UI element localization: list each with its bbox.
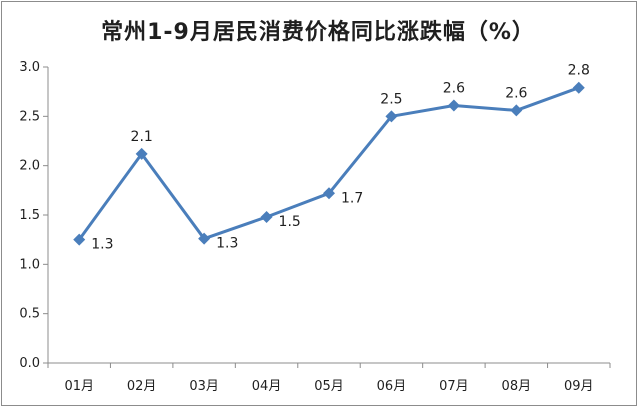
data-point [260,210,273,223]
data-label: 1.7 [341,190,363,206]
data-label: 2.1 [131,129,153,145]
data-point [135,147,148,160]
x-tick-label: 05月 [314,379,344,394]
x-tick-label: 09月 [564,379,594,394]
y-tick-label: 0.5 [19,307,40,322]
data-point [447,99,460,112]
data-point [73,233,86,246]
data-label: 2.8 [568,63,590,79]
y-tick-label: 3.0 [19,60,40,75]
x-tick-label: 01月 [64,379,94,394]
series-line [78,86,580,241]
data-label: 2.5 [380,91,402,107]
y-tick-label: 1.5 [19,208,40,223]
data-point [323,187,335,200]
data-point [385,110,398,123]
data-label: 1.3 [91,237,113,253]
data-label: 2.6 [505,85,527,101]
x-tick-label: 03月 [189,379,219,394]
x-tick-label: 04月 [252,379,282,394]
data-point [572,81,585,94]
x-tick-label: 02月 [127,379,157,394]
y-tick-label: 2.0 [19,159,40,174]
y-tick-label: 0.0 [19,356,40,371]
data-label: 2.6 [443,80,465,96]
data-point [198,232,211,245]
y-tick-label: 2.5 [19,109,40,124]
chart-title: 常州1-9月居民消费价格同比涨跌幅（%） [101,20,535,45]
data-label: 1.3 [216,236,238,252]
data-label: 1.5 [279,214,301,230]
x-tick-label: 07月 [439,379,469,394]
x-tick-label: 08月 [502,379,532,394]
data-point [510,104,523,117]
y-tick-label: 1.0 [19,257,40,272]
x-tick-label: 06月 [377,379,407,394]
